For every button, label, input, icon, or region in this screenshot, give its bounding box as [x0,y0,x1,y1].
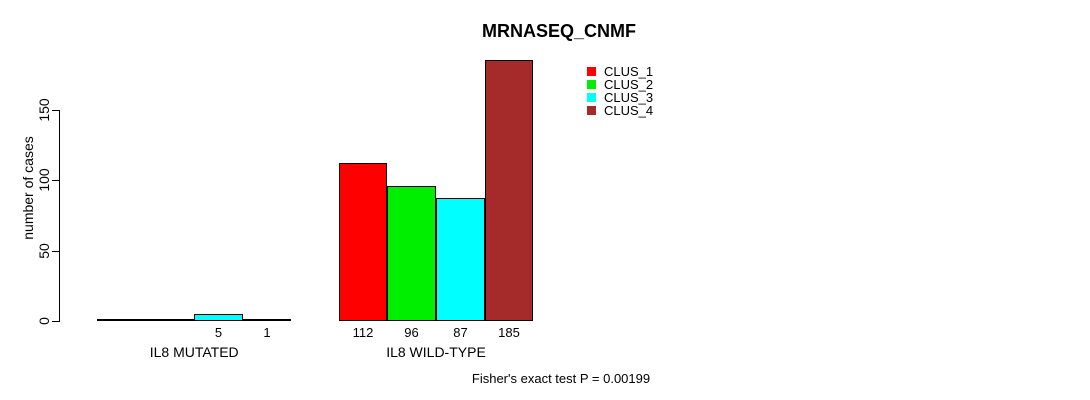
y-tick [52,251,59,252]
y-tick-label: 50 [36,243,52,259]
y-tick [52,321,59,322]
y-axis-title: number of cases [20,136,36,240]
legend-swatch [587,106,596,115]
stat-annotation: Fisher's exact test P = 0.00199 [471,371,651,386]
legend-item: CLUS_2 [587,78,653,91]
legend-swatch [587,93,596,102]
chart-title: MRNASEQ_CNMF [481,21,637,41]
bar [436,198,485,321]
bar-value-label: 96 [404,325,419,340]
y-tick [52,180,59,181]
bar [146,319,194,321]
bar [485,60,533,321]
bar-value-label: 112 [352,325,374,340]
legend-label: CLUS_1 [604,64,654,79]
legend-label: CLUS_2 [604,77,654,92]
legend-swatch [587,80,596,89]
x-group-label: IL8 WILD-TYPE [386,344,486,360]
y-tick-label: 100 [36,168,52,192]
legend-item: CLUS_1 [587,65,653,78]
bar [194,314,243,321]
y-tick-label: 150 [36,98,52,122]
legend-item: CLUS_4 [587,104,653,117]
x-group-label: IL8 MUTATED [149,344,239,360]
bar-value-label: 87 [453,325,468,340]
bar [387,186,436,321]
y-tick-label: 0 [36,317,52,325]
bar [243,319,291,321]
legend-swatch [587,67,596,76]
bar [97,319,146,321]
bar-value-label: 5 [214,325,223,340]
bar-value-label: 1 [263,325,271,340]
legend-label: CLUS_4 [604,103,654,118]
bar-value-label: 185 [498,325,520,340]
legend-label: CLUS_3 [604,90,654,105]
bar [339,163,387,321]
y-axis-line [59,110,60,322]
y-tick [52,110,59,111]
legend-item: CLUS_3 [587,91,653,104]
